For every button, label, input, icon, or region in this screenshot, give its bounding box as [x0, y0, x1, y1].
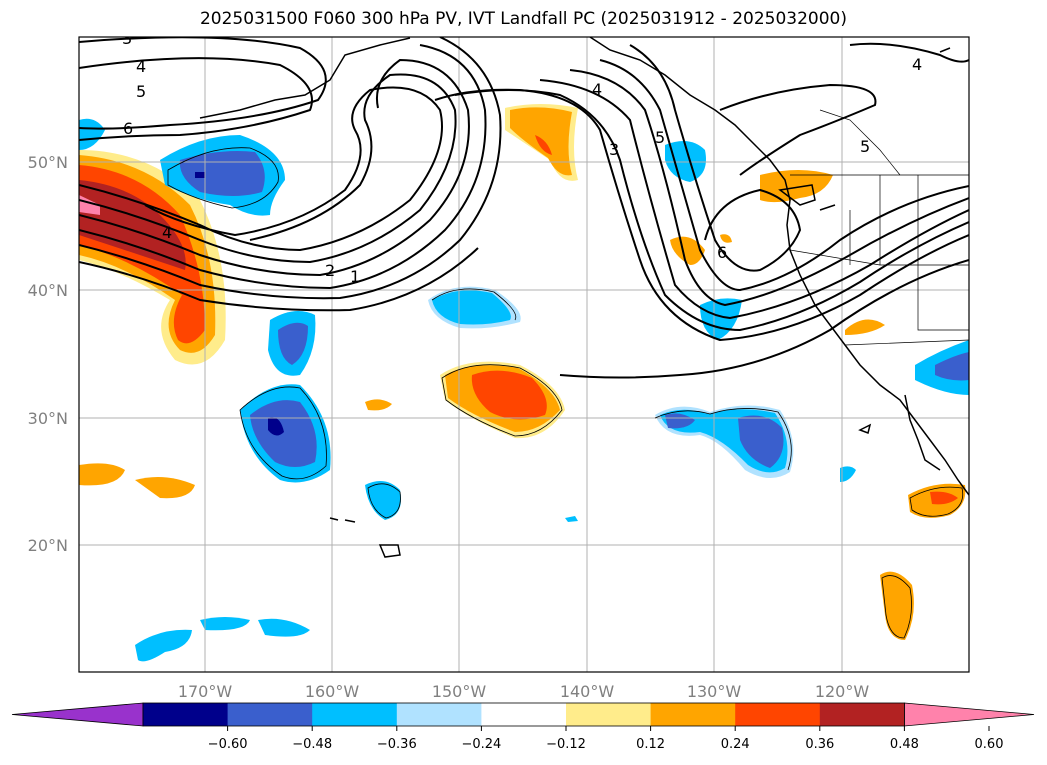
- colorbar-tick-label: −0.12: [546, 737, 586, 752]
- contour-label: 5: [860, 137, 870, 156]
- contour-label: 2: [325, 261, 335, 280]
- contour-label: 4: [136, 57, 146, 76]
- longitude-labels: 170°W 160°W 150°W 140°W 130°W 120°W: [178, 682, 870, 701]
- colorbar-tick-label: 0.48: [890, 737, 919, 752]
- latitude-labels: 50°N 40°N 30°N 20°N: [28, 153, 68, 555]
- lat-label: 40°N: [28, 281, 68, 300]
- contour-label: 5: [655, 128, 665, 147]
- contour-label: 6: [123, 119, 133, 138]
- colorbar-segment: [481, 703, 567, 726]
- colorbar-segment: [312, 703, 398, 726]
- contour-label: 5: [136, 82, 146, 101]
- borders: [789, 109, 969, 346]
- lon-label: 120°W: [815, 682, 870, 701]
- contour-label: 1: [350, 267, 360, 286]
- contour-label: 6: [717, 243, 727, 262]
- map-panel: 4 5 6 4 2 1 4 3 5 6 4 5 3: [79, 29, 969, 672]
- colorbar-segment: [819, 703, 905, 726]
- lon-label: 170°W: [178, 682, 233, 701]
- lon-label: 140°W: [560, 682, 615, 701]
- colorbar-extend-low: [11, 702, 144, 727]
- colorbar-tick-label: 0.24: [721, 737, 750, 752]
- colorbar-tick-label: −0.36: [377, 737, 417, 752]
- pv-positive-anomalies: [79, 104, 966, 640]
- map-frame: [78, 36, 970, 673]
- lon-label: 160°W: [305, 682, 360, 701]
- colorbar-tick-label: −0.48: [292, 737, 332, 752]
- colorbar-segment: [566, 703, 652, 726]
- contour-label: 3: [609, 140, 619, 159]
- contour-label: 3: [122, 29, 132, 48]
- lat-label: 20°N: [28, 536, 68, 555]
- colorbar-tick-label: −0.60: [208, 737, 248, 752]
- ivt-contours: [79, 37, 969, 379]
- lon-label: 130°W: [687, 682, 742, 701]
- colorbar-segment: [143, 703, 229, 726]
- contour-labels: 4 5 6 4 2 1 4 3 5 6 4 5 3: [122, 29, 922, 286]
- anomaly-outlines: [167, 147, 964, 639]
- colorbar: −0.60 −0.48 −0.36 −0.24 −0.12 0.12 0.24 0.36 0.4…: [11, 702, 1035, 752]
- colorbar-extend-high: [904, 702, 1035, 727]
- contour-label: 4: [162, 223, 172, 242]
- map-title: 2025031500 F060 300 hPa PV, IVT Landfall…: [199, 9, 847, 29]
- contour-label: 4: [592, 80, 602, 99]
- colorbar-frame: [142, 702, 905, 727]
- lon-label: 150°W: [432, 682, 487, 701]
- colorbar-tick-label: 0.12: [636, 737, 665, 752]
- lat-label: 50°N: [28, 153, 68, 172]
- colorbar-segment: [735, 703, 821, 726]
- colorbar-tick-label: −0.24: [461, 737, 501, 752]
- graticule: [79, 37, 969, 672]
- colorbar-segment: [227, 703, 313, 726]
- lat-label: 30°N: [28, 409, 68, 428]
- colorbar-segment: [396, 703, 482, 726]
- colorbar-tick-label: 0.60: [975, 737, 1004, 752]
- contour-label: 4: [912, 55, 922, 74]
- colorbar-tick-label: 0.36: [805, 737, 834, 752]
- colorbar-segment: [650, 703, 736, 726]
